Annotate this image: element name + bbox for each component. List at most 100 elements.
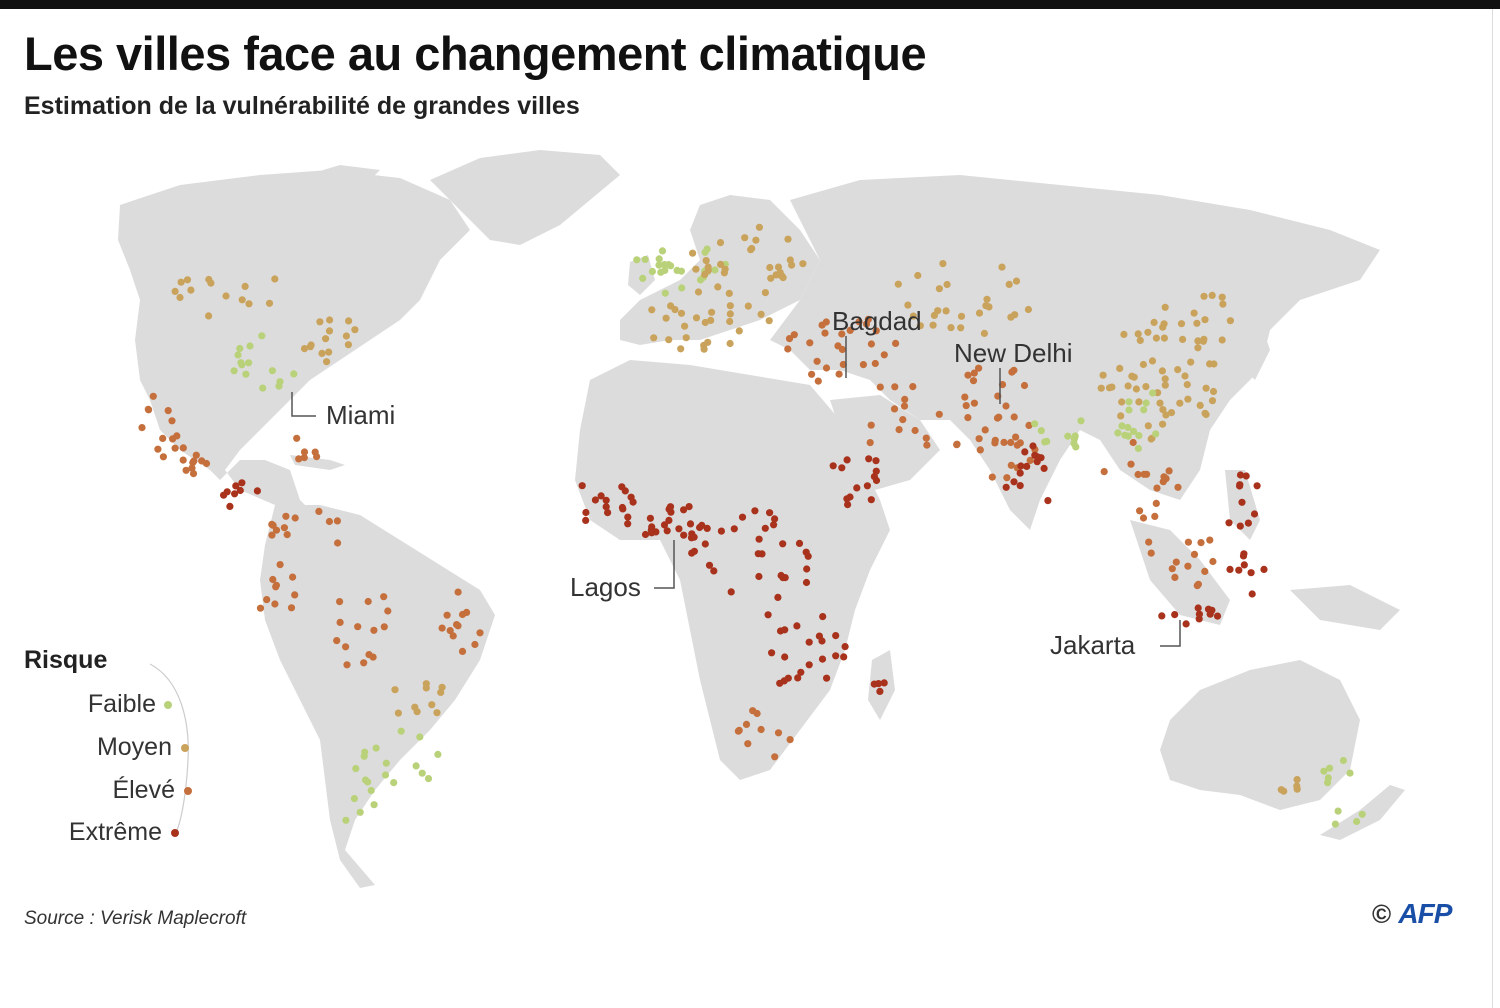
city-dot	[397, 727, 405, 735]
city-dot	[1132, 385, 1140, 393]
city-dot	[641, 255, 649, 264]
new-guinea-shape	[1290, 585, 1400, 630]
city-dot	[1135, 398, 1143, 406]
city-dot	[957, 312, 966, 320]
city-dot	[660, 521, 669, 529]
city-dot	[768, 649, 776, 657]
city-dot	[1008, 368, 1016, 376]
city-dot	[458, 647, 467, 656]
city-dot	[755, 572, 763, 581]
city-dot	[844, 501, 852, 509]
city-dot	[428, 701, 436, 709]
city-dot	[899, 416, 907, 424]
legend-dot-eleve	[184, 787, 192, 795]
city-dot	[1152, 499, 1160, 507]
city-dot	[639, 274, 647, 282]
city-dot	[720, 269, 729, 277]
city-dot	[1159, 323, 1167, 331]
city-dot	[323, 358, 331, 366]
city-dot	[159, 453, 167, 461]
city-dot	[1099, 371, 1107, 379]
city-dot	[754, 550, 762, 558]
city-dot	[222, 292, 230, 300]
city-dot	[1158, 367, 1166, 375]
city-dot	[1010, 478, 1018, 486]
city-dot	[179, 444, 187, 452]
city-dot	[779, 540, 787, 548]
city-dot	[943, 280, 951, 289]
city-dot	[1144, 422, 1152, 430]
city-dot	[454, 588, 462, 596]
city-dot	[794, 674, 802, 682]
city-dots	[138, 223, 1366, 828]
city-dot	[1208, 397, 1217, 405]
city-dot	[1236, 482, 1244, 490]
city-dot	[1148, 357, 1157, 365]
page-subtitle: Estimation de la vulnérabilité de grande…	[24, 92, 580, 120]
city-dot	[1250, 510, 1259, 518]
city-dot	[271, 600, 279, 608]
city-dot	[1118, 398, 1126, 406]
city-dot	[307, 341, 315, 349]
city-dot	[922, 434, 930, 442]
city-dot	[776, 679, 784, 687]
city-dot	[677, 267, 686, 275]
city-dot	[1011, 311, 1019, 319]
city-dot	[1017, 462, 1025, 470]
page-title: Les villes face au changement climatique	[24, 27, 927, 80]
city-dot	[1293, 776, 1301, 784]
city-dot	[1002, 402, 1010, 410]
city-dot	[788, 261, 796, 269]
city-dot	[1240, 561, 1248, 569]
city-dot	[661, 289, 669, 297]
city-dot	[1218, 293, 1226, 301]
greenland-shape	[430, 150, 620, 245]
city-dot	[1124, 432, 1132, 440]
city-dot	[832, 652, 840, 660]
city-dot	[171, 287, 179, 295]
city-dot	[799, 260, 807, 268]
city-dot	[138, 424, 146, 432]
city-dot	[841, 643, 849, 651]
city-dot	[744, 740, 752, 748]
city-dot	[714, 283, 722, 291]
city-dot	[752, 236, 760, 244]
city-dot	[774, 263, 783, 271]
city-dot	[665, 336, 673, 344]
city-dot	[1152, 430, 1160, 438]
city-dot	[342, 332, 350, 340]
city-dot	[803, 565, 811, 573]
city-dot	[964, 414, 972, 422]
city-dot	[717, 527, 726, 535]
city-dot	[1293, 782, 1301, 790]
city-dot	[935, 410, 943, 418]
city-dot	[650, 334, 658, 342]
city-dot	[1000, 438, 1008, 446]
city-dot	[1140, 470, 1148, 478]
city-dot	[232, 482, 240, 490]
city-dot	[1118, 422, 1126, 430]
city-dot	[1147, 435, 1155, 443]
city-dot	[835, 370, 843, 378]
city-dot	[838, 330, 846, 338]
city-dot	[815, 632, 824, 640]
city-dot	[764, 611, 772, 619]
city-dot	[1037, 427, 1045, 435]
city-dot	[1187, 358, 1195, 366]
city-dot	[370, 801, 378, 809]
city-dot	[412, 762, 420, 770]
city-dot	[591, 496, 600, 504]
city-dot	[784, 674, 792, 682]
city-dot	[771, 753, 779, 761]
arctic-islands-shape	[290, 165, 380, 195]
city-dot	[694, 288, 703, 296]
city-dot	[434, 750, 442, 759]
city-dot	[1100, 468, 1108, 476]
city-dot	[458, 610, 467, 619]
asia-shape	[770, 175, 1380, 530]
city-dot	[1139, 514, 1148, 522]
city-dot	[380, 623, 388, 631]
city-dot	[471, 640, 479, 649]
city-dot	[742, 720, 751, 729]
city-dot	[582, 516, 590, 525]
